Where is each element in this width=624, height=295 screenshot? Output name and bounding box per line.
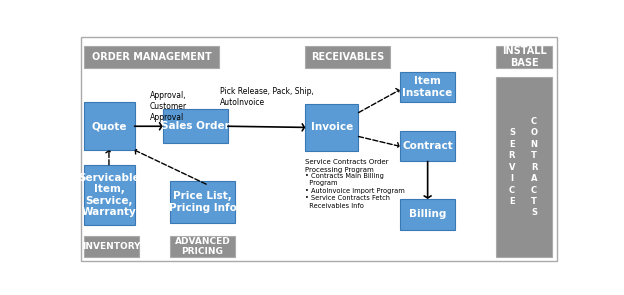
FancyBboxPatch shape xyxy=(305,46,390,68)
Text: ORDER MANAGEMENT: ORDER MANAGEMENT xyxy=(92,52,212,62)
FancyBboxPatch shape xyxy=(496,77,552,257)
FancyBboxPatch shape xyxy=(399,199,456,230)
FancyBboxPatch shape xyxy=(305,104,358,151)
FancyBboxPatch shape xyxy=(170,236,235,257)
Text: Billing: Billing xyxy=(409,209,446,219)
Text: • Contracts Main Billing
  Program
• AutoInvoice Import Program
• Service Contra: • Contracts Main Billing Program • AutoI… xyxy=(305,173,405,209)
FancyBboxPatch shape xyxy=(170,181,235,223)
FancyBboxPatch shape xyxy=(84,46,219,68)
Text: S
E
R
V
I
C
E: S E R V I C E xyxy=(509,128,515,206)
Text: Servicable
Item,
Service,
Warranty: Servicable Item, Service, Warranty xyxy=(79,173,140,217)
Text: INSTALL
BASE: INSTALL BASE xyxy=(502,46,547,68)
FancyBboxPatch shape xyxy=(496,46,552,68)
Text: ADVANCED
PRICING: ADVANCED PRICING xyxy=(175,237,230,256)
Text: Pick Release, Pack, Ship,
AutoInvoice: Pick Release, Pack, Ship, AutoInvoice xyxy=(220,86,313,106)
FancyBboxPatch shape xyxy=(399,72,456,102)
FancyBboxPatch shape xyxy=(163,109,228,143)
FancyBboxPatch shape xyxy=(84,165,135,225)
Text: Item
Instance: Item Instance xyxy=(402,76,452,98)
FancyBboxPatch shape xyxy=(399,131,456,161)
Text: Sales Order: Sales Order xyxy=(161,121,230,131)
Text: Quote: Quote xyxy=(92,121,127,131)
Text: Service Contracts Order
Processing Program: Service Contracts Order Processing Progr… xyxy=(305,159,389,173)
Text: Invoice: Invoice xyxy=(311,122,353,132)
Text: RECEIVABLES: RECEIVABLES xyxy=(311,52,384,62)
Text: INVENTORY: INVENTORY xyxy=(82,242,141,251)
Text: C
O
N
T
R
A
C
T
S: C O N T R A C T S xyxy=(530,117,538,217)
FancyBboxPatch shape xyxy=(84,236,139,257)
FancyBboxPatch shape xyxy=(84,102,135,150)
Text: Approval,
Customer
Approval: Approval, Customer Approval xyxy=(150,91,187,122)
Text: Contract: Contract xyxy=(402,141,453,151)
Text: Price List,
Pricing Info: Price List, Pricing Info xyxy=(168,191,236,213)
